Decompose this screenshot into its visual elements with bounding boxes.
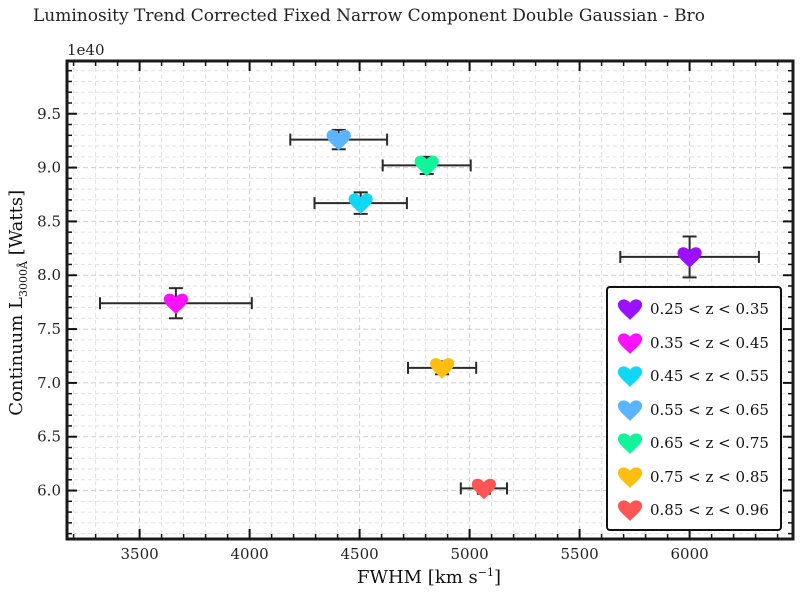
heart-icon	[618, 299, 642, 320]
y-axis-label: Continuum L3000Å [Watts]	[6, 153, 30, 453]
plot-frame	[65, 59, 795, 541]
legend-label: 0.35 < z < 0.45	[650, 333, 769, 352]
data-point-heart	[326, 129, 351, 151]
y-tick-label: 9.0	[37, 159, 61, 177]
x-tick-label: 5000	[451, 545, 489, 563]
legend-entry: 0.65 < z < 0.75	[608, 428, 769, 458]
heart-icon	[618, 366, 642, 387]
legend-entry: 0.25 < z < 0.35	[608, 294, 769, 324]
legend-label: 0.25 < z < 0.35	[650, 300, 769, 318]
y-tick-label: 7.0	[37, 374, 61, 392]
x-tick-label: 5500	[561, 545, 599, 563]
x-axis-label-main: FWHM [km s	[356, 567, 478, 588]
legend-label: 0.55 < z < 0.65	[650, 400, 769, 419]
legend-entry: 0.35 < z < 0.45	[608, 328, 769, 358]
data-point-heart	[430, 358, 455, 379]
x-tick-label: 6000	[671, 545, 709, 563]
legend-label: 0.85 < z < 0.96	[650, 501, 769, 519]
heart-icon	[618, 332, 642, 354]
legend-entry: 0.85 < z < 0.96	[608, 495, 769, 525]
heart-icon	[618, 466, 642, 488]
chart-title: Luminosity Trend Corrected Fixed Narrow …	[33, 6, 705, 26]
x-axis-label-end: ]	[493, 567, 502, 588]
heart-icon	[618, 500, 642, 521]
y-axis-label-end: [Watts]	[6, 189, 28, 262]
x-tick-label: 4000	[231, 545, 269, 563]
x-tick-label: 3500	[121, 545, 159, 563]
legend-entry: 0.45 < z < 0.55	[608, 361, 769, 391]
y-tick-label: 6.5	[37, 428, 61, 446]
y-axis-label-sub: 3000Å	[16, 261, 30, 297]
chart-legend: 0.25 < z < 0.35 0.35 < z < 0.45 0.45 < z <…	[606, 286, 782, 531]
legend-entry: 0.55 < z < 0.65	[608, 395, 769, 425]
heart-icon	[618, 399, 642, 421]
x-axis-label-sup: −1	[477, 566, 494, 579]
legend-entry: 0.75 < z < 0.85	[608, 462, 769, 492]
legend-label: 0.65 < z < 0.75	[650, 434, 769, 452]
heart-icon	[618, 433, 642, 454]
legend-label: 0.45 < z < 0.55	[650, 367, 769, 385]
y-axis-label-main: Continuum L	[6, 296, 28, 416]
data-point-heart	[414, 155, 439, 177]
y-tick-label: 7.5	[37, 320, 61, 338]
data-point-heart	[348, 193, 373, 215]
x-axis-label: FWHM [km s−1]	[0, 566, 800, 588]
y-tick-label: 8.5	[37, 212, 61, 230]
y-tick-label: 8.0	[37, 266, 61, 284]
x-tick-label: 4500	[341, 545, 379, 563]
data-point-heart	[677, 247, 702, 268]
y-offset-label: 1e40	[67, 41, 105, 59]
y-tick-label: 6.0	[37, 482, 61, 500]
data-point-heart	[471, 478, 496, 500]
data-point-heart	[163, 293, 188, 315]
y-tick-label: 9.5	[37, 105, 61, 123]
legend-label: 0.75 < z < 0.85	[650, 467, 769, 486]
